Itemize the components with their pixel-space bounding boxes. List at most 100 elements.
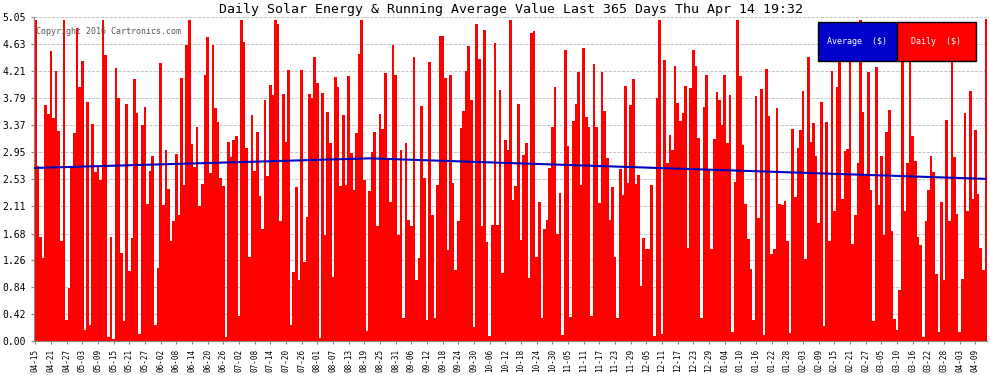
- Bar: [68, 288, 70, 342]
- Bar: [901, 55, 904, 342]
- Bar: [533, 31, 536, 342]
- Bar: [42, 258, 45, 342]
- Bar: [227, 142, 230, 342]
- Bar: [810, 142, 812, 342]
- Bar: [754, 96, 757, 342]
- Bar: [349, 153, 352, 342]
- Bar: [935, 274, 938, 342]
- Bar: [640, 286, 643, 342]
- Bar: [405, 142, 408, 342]
- Bar: [478, 59, 480, 342]
- Bar: [536, 257, 538, 342]
- Bar: [120, 253, 123, 342]
- Bar: [869, 190, 872, 342]
- Bar: [324, 236, 327, 342]
- Bar: [617, 318, 619, 342]
- Bar: [574, 104, 577, 342]
- Bar: [676, 103, 679, 342]
- Bar: [566, 146, 569, 342]
- Bar: [311, 98, 314, 342]
- Bar: [645, 249, 647, 342]
- Bar: [846, 148, 848, 342]
- Bar: [488, 336, 491, 342]
- Bar: [102, 20, 104, 342]
- Bar: [496, 225, 499, 342]
- Bar: [70, 166, 73, 342]
- Bar: [948, 221, 950, 342]
- Bar: [883, 235, 885, 342]
- Bar: [569, 317, 572, 342]
- Bar: [726, 143, 729, 342]
- Bar: [985, 19, 987, 342]
- Bar: [266, 176, 269, 342]
- Bar: [561, 335, 564, 342]
- Bar: [757, 218, 760, 342]
- Bar: [136, 113, 139, 342]
- Bar: [718, 100, 721, 342]
- Bar: [904, 211, 906, 342]
- Bar: [340, 186, 343, 342]
- Bar: [141, 125, 144, 342]
- Bar: [437, 185, 439, 342]
- Bar: [442, 36, 444, 342]
- Bar: [384, 74, 386, 342]
- Bar: [494, 43, 496, 342]
- Bar: [831, 71, 834, 342]
- Bar: [961, 279, 963, 342]
- Bar: [729, 94, 732, 342]
- Bar: [553, 87, 556, 342]
- Bar: [940, 202, 942, 342]
- Bar: [504, 140, 507, 342]
- Bar: [83, 330, 86, 342]
- Bar: [225, 337, 227, 342]
- Bar: [843, 151, 846, 342]
- Bar: [632, 80, 635, 342]
- Bar: [475, 24, 478, 342]
- Title: Daily Solar Energy & Running Average Value Last 365 Days Thu Apr 14 19:32: Daily Solar Energy & Running Average Val…: [219, 3, 803, 16]
- Bar: [319, 338, 321, 342]
- Bar: [770, 254, 773, 342]
- Bar: [765, 69, 768, 342]
- Bar: [746, 239, 749, 342]
- Bar: [159, 63, 162, 342]
- Bar: [856, 163, 859, 342]
- Bar: [183, 185, 185, 342]
- Bar: [548, 168, 551, 342]
- Bar: [287, 70, 290, 342]
- Bar: [611, 187, 614, 342]
- Bar: [459, 128, 462, 342]
- Bar: [834, 211, 836, 342]
- Bar: [650, 185, 653, 342]
- Bar: [201, 184, 204, 342]
- Bar: [538, 202, 541, 342]
- Bar: [789, 333, 791, 342]
- Bar: [749, 269, 752, 342]
- Bar: [974, 130, 977, 342]
- Bar: [781, 206, 783, 342]
- Bar: [230, 157, 233, 342]
- Bar: [963, 113, 966, 342]
- Bar: [167, 189, 169, 342]
- Bar: [776, 108, 778, 342]
- Bar: [290, 325, 292, 342]
- Bar: [123, 321, 126, 342]
- Bar: [930, 156, 933, 342]
- Bar: [156, 268, 159, 342]
- Bar: [509, 20, 512, 342]
- Bar: [708, 169, 711, 342]
- Bar: [653, 336, 655, 342]
- Bar: [802, 91, 805, 342]
- Bar: [692, 50, 695, 342]
- Bar: [413, 57, 415, 342]
- Bar: [914, 161, 917, 342]
- Bar: [839, 54, 841, 342]
- Bar: [682, 113, 684, 342]
- Bar: [355, 133, 357, 342]
- Bar: [444, 78, 446, 342]
- Bar: [486, 242, 488, 342]
- Bar: [724, 75, 726, 342]
- Bar: [823, 326, 826, 342]
- Bar: [848, 24, 851, 342]
- Bar: [933, 172, 935, 342]
- Bar: [169, 241, 172, 342]
